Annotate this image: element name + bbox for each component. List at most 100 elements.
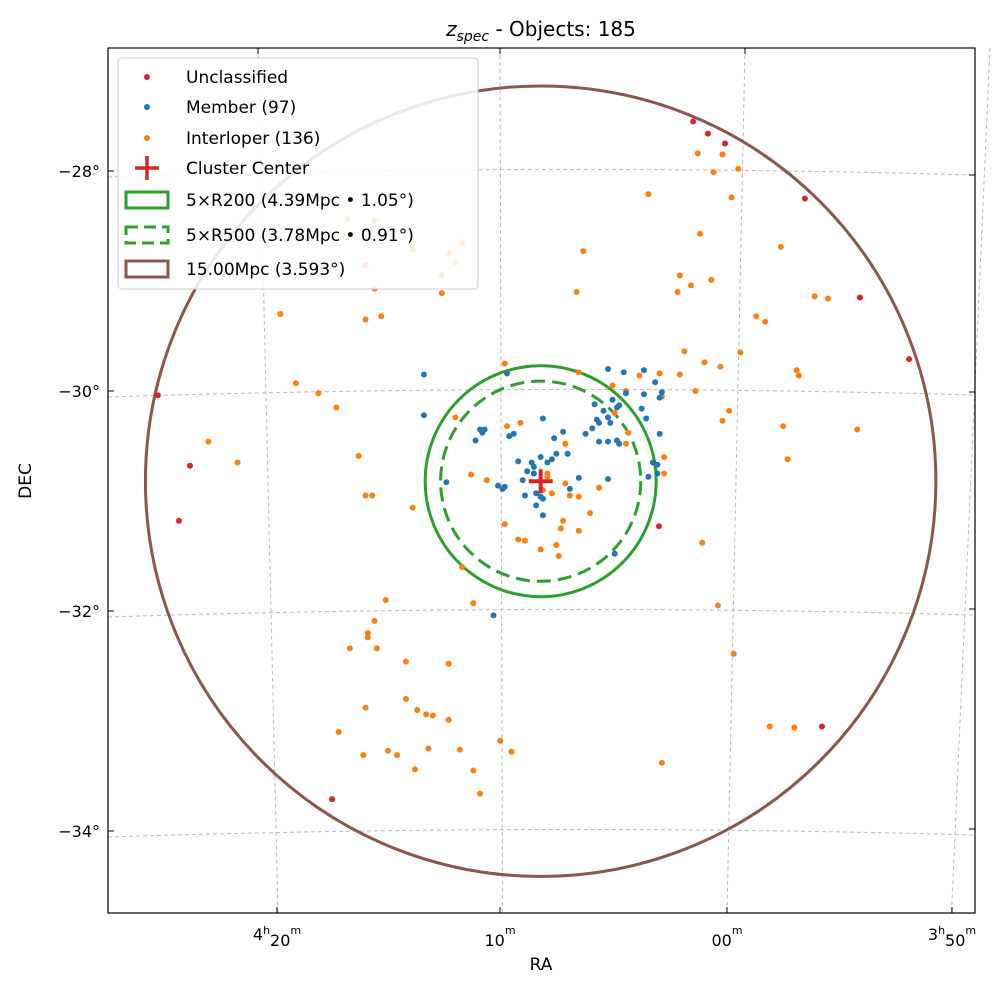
unclassified-point [329, 796, 336, 803]
interloper-point [609, 382, 616, 389]
y-tick-label: −32° [58, 602, 100, 621]
interloper-point [694, 150, 701, 157]
member-point [560, 428, 567, 435]
legend-marker-r500 [124, 225, 170, 245]
interloper-point [411, 766, 418, 773]
legend-marker-center [135, 156, 159, 180]
member-point [539, 512, 546, 519]
tick-label-part: 4 [253, 925, 263, 944]
interloper-point [658, 759, 665, 766]
interloper-point [477, 790, 484, 797]
interloper-point [459, 564, 466, 570]
interloper-point [452, 414, 459, 421]
y-tick-label: −34° [58, 822, 100, 841]
interloper-point [456, 746, 463, 753]
interloper-point [501, 360, 508, 367]
tick-label-part: h [938, 924, 945, 937]
member-point [443, 479, 450, 486]
interloper-point [277, 311, 284, 317]
member-point [658, 389, 665, 396]
member-point [544, 459, 551, 466]
interloper-point [719, 151, 726, 158]
member-point [649, 459, 656, 466]
cluster-center-cross [528, 469, 553, 494]
interloper-point [373, 645, 380, 652]
interloper-point [362, 492, 369, 499]
unclassified-point [801, 195, 808, 202]
member-point [638, 405, 645, 412]
interloper-point [728, 194, 735, 201]
legend-marker-r200 [124, 190, 170, 210]
interloper-point [553, 542, 560, 548]
interloper-point [719, 417, 726, 424]
y-tick-label: −28° [58, 162, 100, 181]
unclassified-point [175, 517, 182, 524]
legend-marker-member [144, 104, 150, 110]
interloper-point [234, 459, 241, 466]
interloper-point [708, 276, 715, 283]
chart-title: zspec - Objects: 185 [445, 17, 636, 45]
member-point [499, 485, 506, 492]
interloper-point [791, 724, 798, 731]
interloper-point [699, 539, 706, 546]
interloper-point [692, 388, 699, 394]
x-tick-label: 00m [711, 924, 742, 950]
interloper-point [503, 423, 510, 430]
interloper-point [825, 295, 832, 302]
x-tick-label: 4h20m [253, 924, 301, 950]
member-point [510, 430, 517, 437]
interloper-point [611, 410, 618, 416]
tick-label-part: 50 [945, 931, 965, 950]
interloper-point [409, 504, 416, 511]
ra-gridline [726, 47, 746, 914]
member-point [611, 550, 618, 557]
interloper-point [645, 191, 652, 198]
interloper-point [562, 480, 569, 487]
ra-gridline [257, 47, 279, 914]
interloper-point [517, 419, 524, 426]
member-point [600, 407, 607, 414]
member-point [609, 396, 616, 403]
member-point [591, 401, 598, 408]
interloper-point [393, 752, 400, 759]
member-point [515, 458, 522, 465]
member-point [472, 437, 479, 444]
interloper-point [784, 456, 791, 463]
member-point [524, 468, 531, 475]
legend-label-interloper: Interloper (136) [186, 129, 320, 149]
interloper-point [674, 289, 681, 295]
member-point [537, 454, 544, 460]
legend-label-r200: 5×R200 (4.39Mpc • 1.05°) [186, 191, 414, 211]
tick-label-part: m [732, 924, 743, 937]
interloper-point [753, 313, 760, 320]
interloper-point [501, 521, 508, 528]
interloper-point [333, 404, 340, 411]
tick-label-part: m [965, 924, 976, 937]
legend-label-unclassified: Unclassified [186, 68, 288, 88]
data-points [154, 118, 913, 803]
tick-label-part: h [263, 924, 270, 937]
member-point [605, 438, 612, 445]
radius-circles [143, 84, 938, 878]
member-point [521, 492, 528, 499]
interloper-point [371, 617, 378, 624]
interloper-point [580, 248, 587, 255]
member-point [656, 430, 663, 437]
x-tick-label: 10m [484, 924, 515, 950]
member-point [530, 463, 537, 470]
interloper-point [661, 470, 668, 477]
member-point [607, 419, 614, 426]
dec-gridline [107, 608, 976, 618]
member-point [652, 379, 659, 386]
tick-label-part: m [505, 924, 516, 937]
interloper-point [362, 704, 369, 711]
interloper-point [676, 371, 683, 378]
interloper-point [470, 600, 477, 607]
unclassified-point [186, 462, 193, 469]
interloper-point [587, 510, 594, 517]
legend: Unclassified Member (97) Interloper (136) C… [117, 57, 479, 290]
member-point [605, 366, 612, 372]
member-point [490, 612, 497, 619]
interloper-point [360, 752, 367, 759]
